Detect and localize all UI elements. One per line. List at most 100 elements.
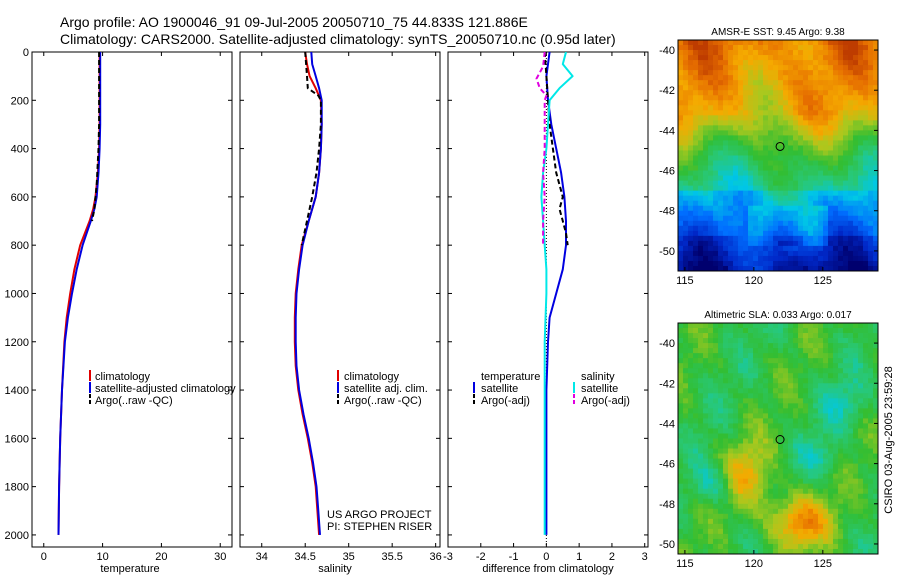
heatmap-cell <box>763 473 769 480</box>
heatmap-cell <box>758 398 764 404</box>
heatmap-cell <box>748 413 754 419</box>
heatmap-cell <box>768 428 774 434</box>
heatmap-cell <box>758 105 764 111</box>
heatmap-cell <box>753 438 759 444</box>
heatmap-cell <box>708 55 714 61</box>
heatmap-cell <box>683 488 689 495</box>
heatmap-cell <box>783 533 789 540</box>
heatmap-cell <box>738 468 744 475</box>
heatmap-cell <box>678 393 684 399</box>
heatmap-cell <box>728 538 734 545</box>
heatmap-cell <box>818 235 824 242</box>
heatmap-cell <box>863 463 869 470</box>
heatmap-cell <box>763 403 769 409</box>
heatmap-cell <box>868 165 874 171</box>
heatmap-cell <box>828 348 834 354</box>
heatmap-cell <box>723 418 729 424</box>
heatmap-cell <box>823 408 829 414</box>
heatmap-cell <box>703 85 709 91</box>
heatmap-cell <box>778 210 784 217</box>
heatmap-cell <box>698 45 704 51</box>
heatmap-cell <box>803 428 809 434</box>
heatmap-cell <box>773 478 779 485</box>
heatmap-cell <box>748 488 754 495</box>
heatmap-cell <box>843 438 849 444</box>
heatmap-cell <box>763 418 769 424</box>
heatmap-cell <box>813 433 819 439</box>
heatmap-cell <box>718 388 724 394</box>
heatmap-cell <box>683 383 689 389</box>
heatmap-cell <box>678 245 684 252</box>
heatmap-cell <box>873 383 878 389</box>
heatmap-cell <box>678 403 684 409</box>
heatmap-cell <box>828 428 834 434</box>
heatmap-cell <box>688 80 694 86</box>
heatmap-cell <box>783 255 789 262</box>
heatmap-cell <box>838 250 844 257</box>
heatmap-cell <box>868 433 874 439</box>
heatmap-cell <box>753 538 759 545</box>
heatmap-cell <box>713 413 719 419</box>
heatmap-cell <box>798 528 804 535</box>
heatmap-cell <box>748 135 754 141</box>
heatmap-cell <box>863 323 869 329</box>
heatmap-cell <box>823 413 829 419</box>
heatmap-cell <box>778 418 784 424</box>
heatmap-cell <box>838 388 844 394</box>
temperature-panel: 0 10 20 30020040060080010001200140016001800… <box>5 47 237 575</box>
heatmap-cell <box>808 260 814 267</box>
heatmap-cell <box>833 170 839 176</box>
heatmap-cell <box>793 513 799 520</box>
heatmap-cell <box>773 205 779 212</box>
heatmap-cell <box>858 368 864 374</box>
heatmap-cell <box>768 215 774 222</box>
heatmap-cell <box>793 493 799 500</box>
sst-map-panel: AMSR-E SST: 9.45 Argo: 9.38 115 120 125-40… <box>659 27 879 287</box>
heatmap-cell <box>713 100 719 106</box>
heatmap-cell <box>793 110 799 116</box>
heatmap-cell <box>838 528 844 535</box>
heatmap-cell <box>688 443 694 449</box>
heatmap-cell <box>743 210 749 217</box>
heatmap-cell <box>808 523 814 530</box>
heatmap-cell <box>818 100 824 106</box>
map-y-tick-label: -48 <box>659 499 675 511</box>
heatmap-cell <box>823 45 829 51</box>
heatmap-cell <box>748 105 754 111</box>
heatmap-cell <box>748 503 754 510</box>
heatmap-cell <box>768 508 774 515</box>
heatmap-cell <box>728 185 734 192</box>
heatmap-cell <box>843 433 849 439</box>
heatmap-cell <box>873 75 878 81</box>
heatmap-cell <box>728 388 734 394</box>
heatmap-cell <box>833 383 839 389</box>
heatmap-cell <box>743 255 749 262</box>
heatmap-cell <box>693 230 699 237</box>
heatmap-cell <box>788 260 794 267</box>
heatmap-cell <box>708 373 714 379</box>
heatmap-cell <box>858 408 864 414</box>
series-line-1 <box>294 52 323 535</box>
heatmap-cell <box>693 443 699 449</box>
heatmap-cell <box>873 543 878 550</box>
heatmap-cell <box>753 433 759 439</box>
heatmap-cell <box>773 55 779 61</box>
heatmap-cell <box>843 518 849 525</box>
heatmap-cell <box>833 508 839 515</box>
heatmap-cell <box>758 363 764 369</box>
heatmap-cell <box>818 403 824 409</box>
heatmap-cell <box>868 125 874 131</box>
heatmap-cell <box>838 75 844 81</box>
heatmap-cell <box>693 150 699 156</box>
temperature-ticks: 0 10 20 30020040060080010001200140016001800… <box>5 47 232 563</box>
heatmap-cell <box>863 120 869 126</box>
heatmap-cell <box>813 408 819 414</box>
heatmap-cell <box>733 538 739 545</box>
heatmap-cell <box>818 225 824 232</box>
heatmap-cell <box>853 185 859 192</box>
heatmap-cell <box>728 220 734 227</box>
heatmap-cell <box>768 498 774 505</box>
heatmap-cell <box>828 55 834 61</box>
heatmap-cell <box>688 468 694 475</box>
heatmap-cell <box>823 85 829 91</box>
